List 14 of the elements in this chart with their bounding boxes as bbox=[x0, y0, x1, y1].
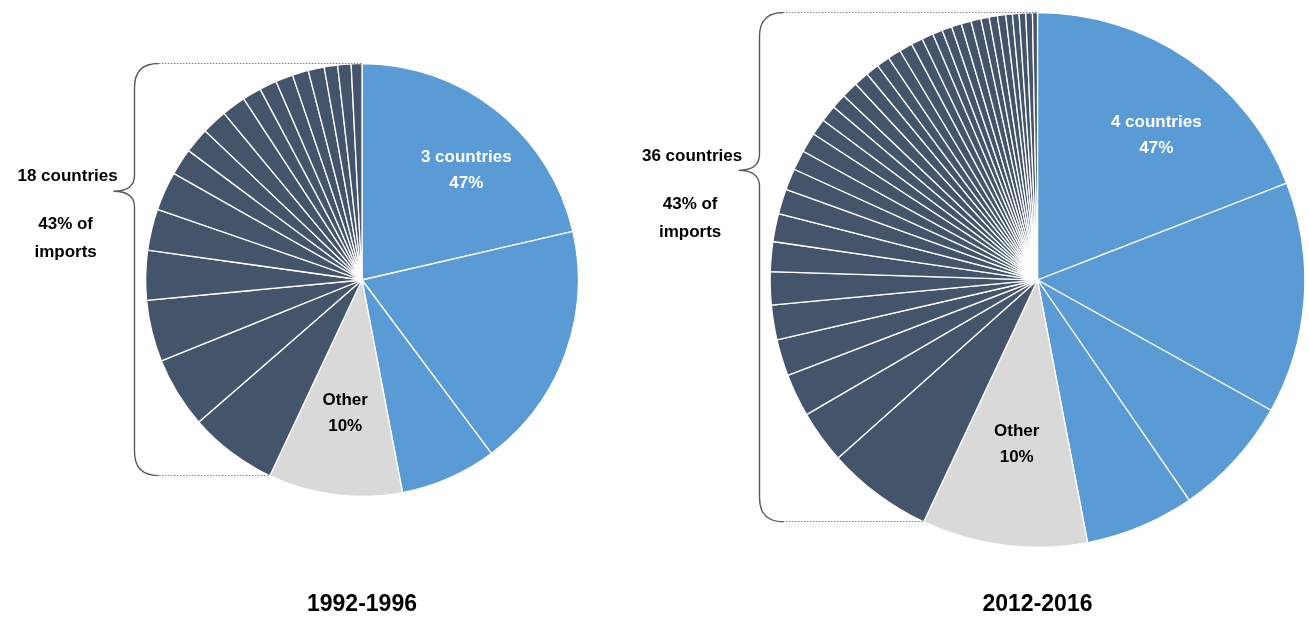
text: 43% of imports bbox=[657, 192, 723, 243]
slice-label: Other bbox=[322, 389, 369, 409]
slice-label: Other bbox=[994, 421, 1040, 441]
text: 43% of imports bbox=[33, 213, 98, 264]
text: 1992-1996 bbox=[307, 590, 417, 617]
text: 47% bbox=[1139, 138, 1174, 158]
text: 4 countries bbox=[1110, 112, 1202, 132]
text: 36 countries bbox=[641, 144, 743, 167]
data-label: 10% bbox=[328, 415, 363, 435]
text: 18 countries bbox=[17, 165, 118, 188]
text: 47% bbox=[449, 172, 484, 192]
data-label: 10% bbox=[999, 447, 1034, 467]
text: 3 countries bbox=[420, 146, 512, 166]
text: 2012-2016 bbox=[982, 590, 1093, 617]
